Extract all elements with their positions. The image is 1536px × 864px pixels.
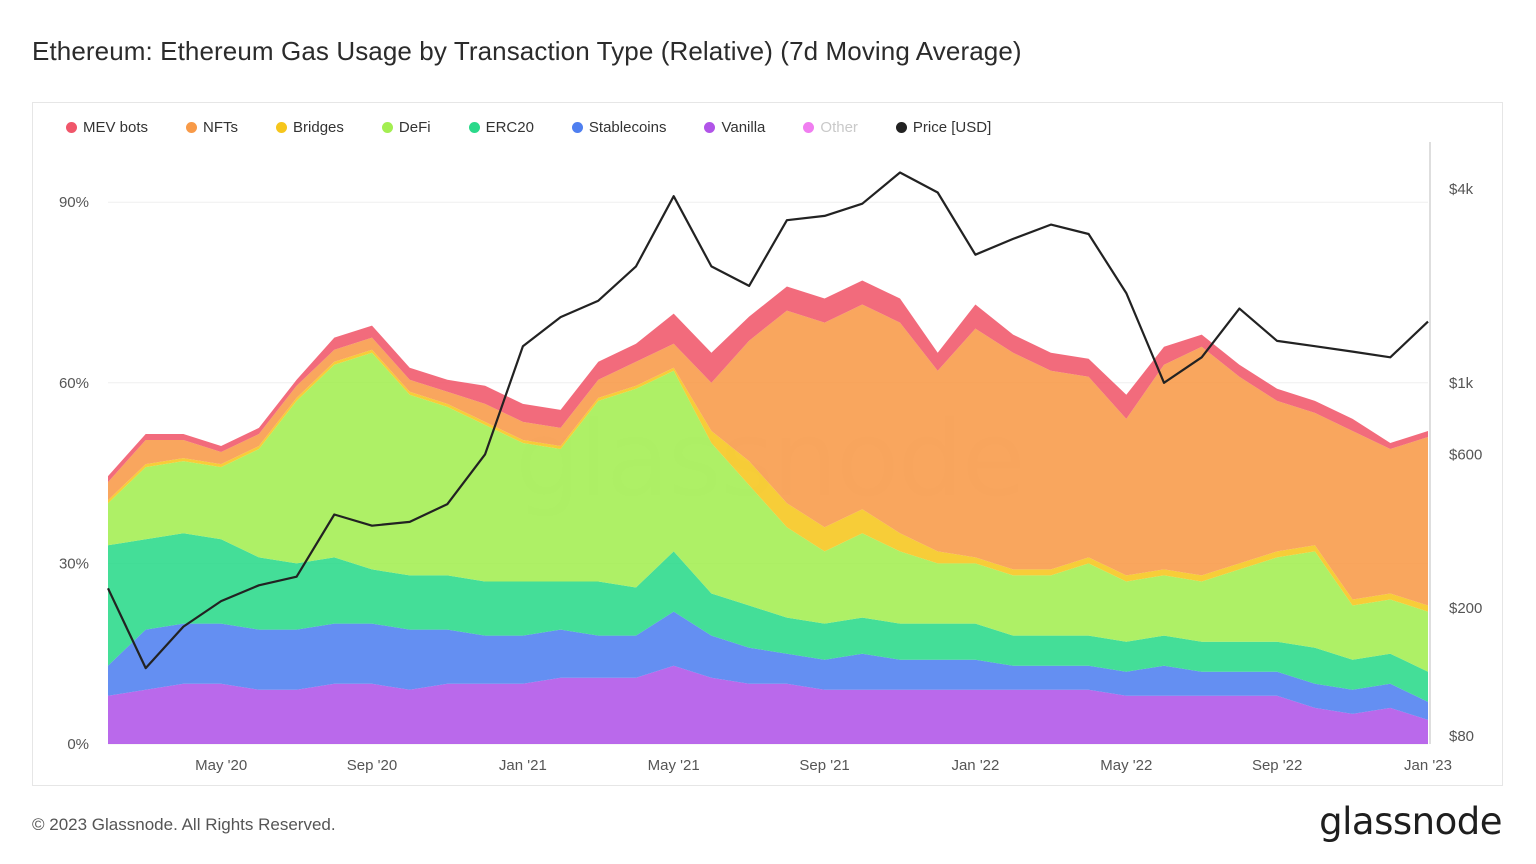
y-right-tick-label: $200	[1449, 600, 1482, 617]
legend-dot-icon	[66, 121, 77, 133]
legend-label: NFTs	[203, 118, 239, 136]
legend-dot-icon	[704, 121, 716, 133]
page-title: Ethereum: Ethereum Gas Usage by Transact…	[32, 36, 1022, 66]
y-left-tick-label: 60%	[59, 375, 89, 392]
legend-dot-icon	[571, 121, 583, 133]
legend-label: ERC20	[485, 118, 534, 136]
x-tick-label: May '20	[195, 757, 247, 774]
legend-item-vanilla[interactable]: Vanilla	[704, 119, 765, 136]
legend-dot-icon	[186, 121, 198, 133]
legend-label: Vanilla	[721, 118, 766, 136]
legend-dot-icon	[381, 121, 393, 133]
x-tick-label: Sep '21	[799, 757, 849, 774]
legend-item-stablecoins[interactable]: Stablecoins	[571, 118, 667, 136]
legend-item-price-usd[interactable]: Price [USD]	[895, 118, 992, 136]
y-right-tick-label: $80	[1449, 728, 1474, 745]
series-area-defi	[108, 352, 1428, 672]
legend-item-erc20[interactable]: ERC20	[468, 118, 534, 136]
legend-dot-icon	[276, 121, 288, 133]
y-left-tick-label: 30%	[59, 555, 89, 572]
series-area-mev-bots	[108, 280, 1428, 483]
legend-item-bridges[interactable]: Bridges	[276, 119, 344, 136]
y-left-tick-label: 90%	[59, 194, 89, 211]
chart-frame	[32, 102, 1503, 786]
legend-item-nfts[interactable]: NFTs	[186, 119, 238, 136]
y-right-tick-label: $600	[1449, 446, 1482, 463]
y-right-tick-label: $1k	[1449, 375, 1474, 392]
price-line	[107, 171, 1429, 670]
copyright-text: © 2023 Glassnode. All Rights Reserved.	[32, 815, 336, 834]
legend-label: Bridges	[293, 118, 344, 136]
legend-dot-icon	[468, 121, 480, 133]
y-left-tick-label: 0%	[67, 736, 89, 753]
x-tick-label: Jan '23	[1404, 757, 1452, 774]
legend-dot-icon	[895, 121, 907, 133]
legend-item-defi[interactable]: DeFi	[381, 118, 431, 136]
legend-item-mev-bots[interactable]: MEV bots	[66, 119, 148, 136]
x-tick-label: Jan '21	[499, 757, 547, 774]
series-area-stablecoins	[108, 611, 1428, 720]
series-area-erc20	[108, 533, 1428, 702]
glassnode-logo: glassnode	[1319, 800, 1502, 843]
legend-label: MEV bots	[83, 118, 149, 136]
x-tick-label: Sep '22	[1252, 757, 1302, 774]
x-tick-label: May '22	[1100, 757, 1152, 774]
legend-label: Price [USD]	[912, 118, 992, 136]
x-tick-label: Sep '20	[347, 757, 397, 774]
y-right-tick-label: $4k	[1449, 181, 1474, 198]
legend-item-other[interactable]: Other	[803, 119, 858, 136]
legend-label: DeFi	[398, 118, 431, 136]
legend-label: Stablecoins	[588, 118, 667, 136]
series-area-nfts	[108, 304, 1428, 606]
series-area-vanilla	[108, 665, 1428, 744]
x-tick-label: May '21	[648, 757, 700, 774]
chart-legend: MEV bots NFTs Bridges DeFi ERC20 Stablecoins V…	[66, 116, 1029, 138]
legend-label: Other	[820, 118, 858, 136]
legend-dot-icon	[803, 121, 815, 133]
x-tick-label: Jan '22	[951, 757, 999, 774]
